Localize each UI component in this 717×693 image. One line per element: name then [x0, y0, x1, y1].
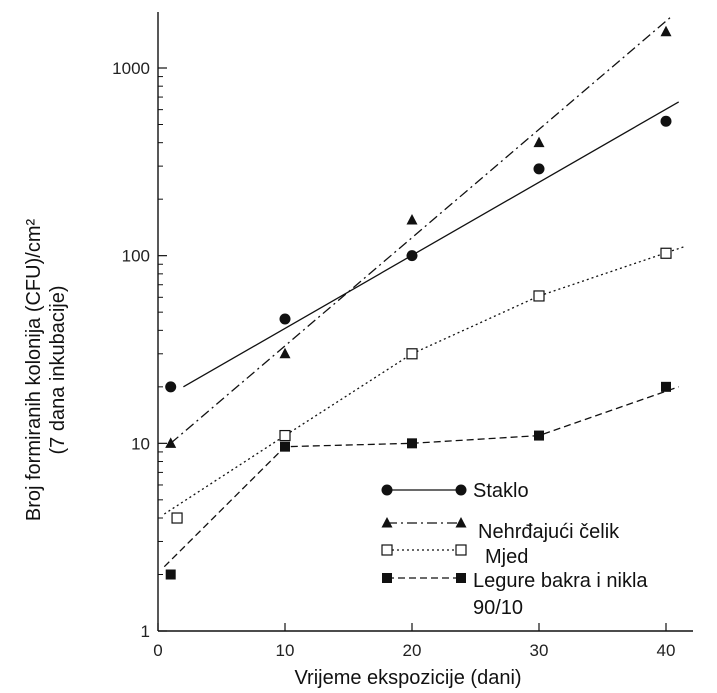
fit-lines [163, 15, 686, 568]
y-tick-label: 10 [131, 434, 150, 453]
y-tick-label: 100 [122, 247, 150, 266]
series-line-2 [163, 245, 686, 515]
x-tick-label: 0 [153, 641, 162, 660]
data-point [280, 441, 290, 452]
x-tick-label: 40 [657, 641, 676, 660]
legend-label: Mjed [485, 546, 528, 568]
y-axis-title-group: Broj formiranih kolonija (CFU)/cm² (7 da… [23, 219, 69, 522]
y-tick-label: 1000 [112, 59, 150, 78]
axes [157, 12, 693, 632]
series-line-1 [170, 15, 673, 444]
legend-marker [455, 484, 467, 496]
data-point [660, 25, 672, 37]
y-tick-label: 1 [141, 622, 150, 641]
data-point [279, 429, 291, 442]
data-point [279, 313, 291, 325]
legend-marker [382, 573, 392, 583]
data-point [171, 512, 183, 524]
data-point [407, 438, 417, 449]
data-point [279, 347, 291, 359]
data-point [534, 430, 544, 441]
data-point [165, 437, 177, 448]
legend-marker [455, 544, 467, 556]
x-tick-label: 30 [530, 641, 549, 660]
series-line-0 [183, 101, 680, 388]
legend-marker [455, 517, 467, 528]
legend-marker [381, 484, 393, 496]
data-point [533, 163, 545, 175]
x-axis-title: Vrijeme ekspozicije (dani) [294, 667, 521, 689]
legend-label: Legure bakra i nikla [473, 570, 648, 592]
data-point [165, 381, 177, 393]
x-tick-label: 10 [276, 641, 295, 660]
legend-label: Staklo [473, 480, 529, 502]
data-point [533, 136, 545, 148]
data-point [661, 381, 671, 392]
legend-marker [381, 544, 393, 556]
x-tick-label: 20 [403, 641, 422, 660]
data-point [533, 290, 545, 302]
legend-label: Nehrđajući čelik [478, 521, 620, 543]
legend-label-line2: 90/10 [473, 597, 523, 619]
data-point [406, 250, 418, 262]
ticks: 0 10 20 30 40 1 10 100 1000 [112, 59, 675, 660]
data-point [406, 213, 418, 225]
y-axis-title-line1: Broj formiranih kolonija (CFU)/cm² [23, 219, 45, 522]
y-axis-title-line2: (7 dana inkubacije) [47, 286, 69, 455]
data-markers [165, 25, 672, 580]
legend-marker [381, 517, 393, 528]
data-point [165, 569, 176, 580]
data-point [660, 247, 672, 259]
data-point [660, 115, 672, 127]
legend-marker [456, 573, 466, 583]
data-point [406, 348, 418, 360]
